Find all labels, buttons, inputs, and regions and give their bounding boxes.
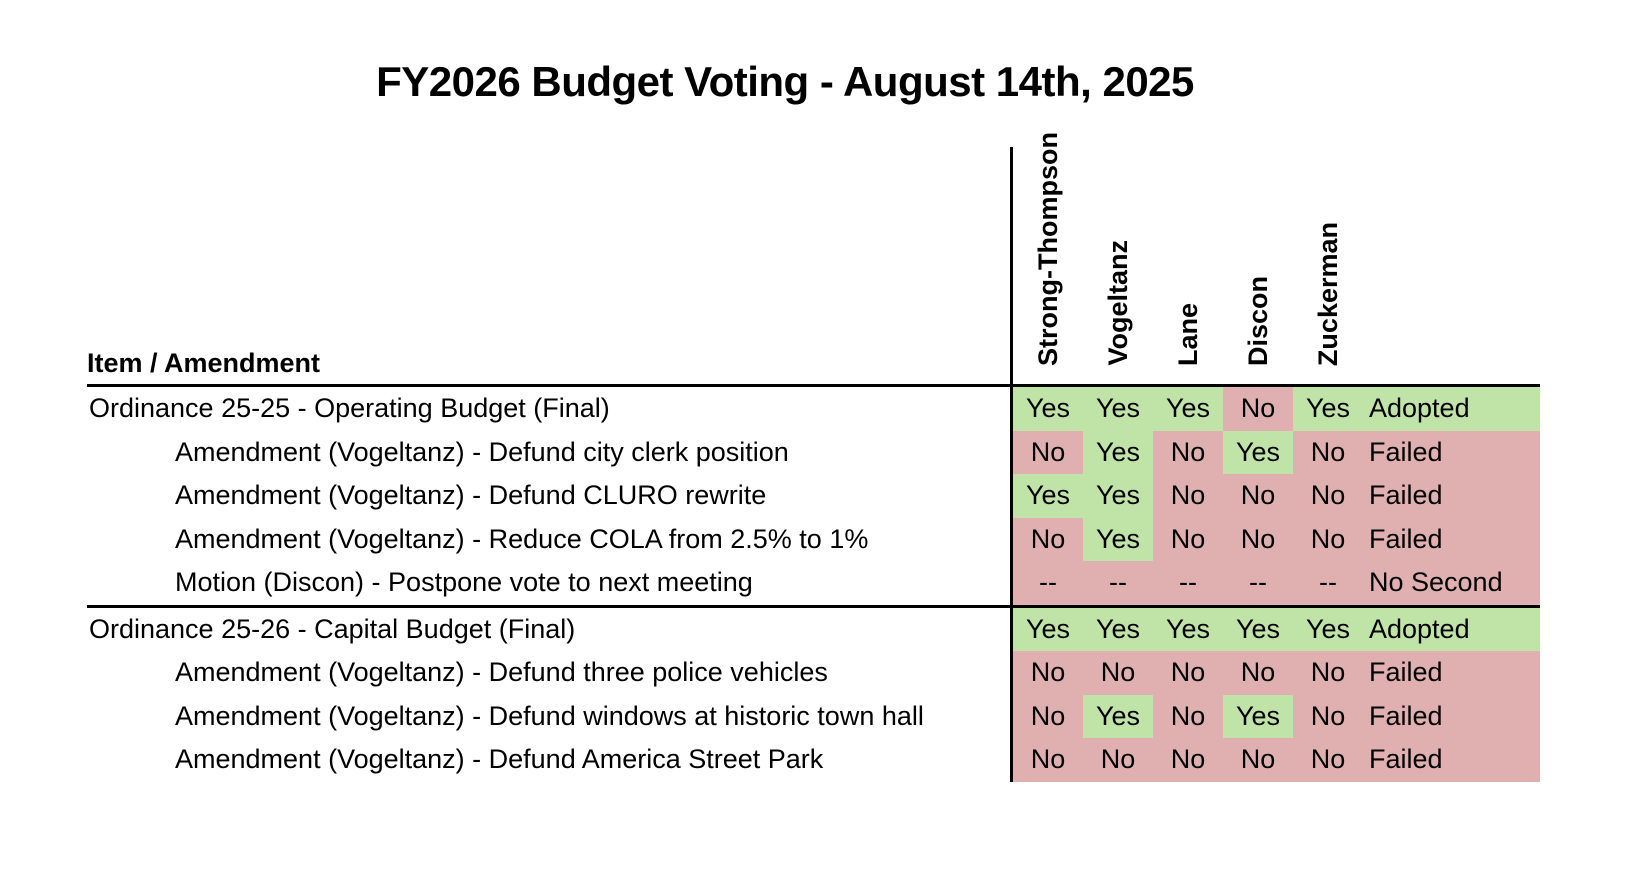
vote-cell: Yes [1083, 474, 1153, 518]
item-label: Motion (Discon) - Postpone vote to next … [175, 567, 753, 598]
table-row: Amendment (Vogeltanz) - Defund three pol… [87, 651, 1540, 695]
result-cell: Adopted [1369, 393, 1470, 424]
vote-cell: No [1013, 430, 1083, 474]
item-label: Amendment (Vogeltanz) - Defund windows a… [175, 700, 924, 731]
vote-cell: -- [1039, 567, 1057, 598]
table-row: Amendment (Vogeltanz) - Reduce COLA from… [87, 517, 1540, 561]
vote-cell: No [1153, 430, 1223, 474]
vote-cell: No [1293, 430, 1363, 474]
table-row: Amendment (Vogeltanz) - Defund city cler… [87, 430, 1540, 474]
result-cell: Failed [1369, 744, 1443, 775]
table-row: Amendment (Vogeltanz) - Defund windows a… [87, 694, 1540, 738]
vote-cell: Yes [1223, 694, 1293, 738]
item-label: Ordinance 25-26 - Capital Budget (Final) [89, 613, 576, 644]
vote-cell: Yes [1153, 387, 1223, 431]
result-cell: Failed [1369, 700, 1443, 731]
vote-cell: No [1293, 694, 1363, 738]
vote-cell: Yes [1223, 430, 1293, 474]
result-cell: Adopted [1369, 613, 1470, 644]
result-cell: Failed [1369, 657, 1443, 688]
vote-cell: Yes [1083, 607, 1153, 651]
item-label: Amendment (Vogeltanz) - Defund city cler… [175, 436, 789, 467]
vote-cell: -- [1109, 567, 1127, 598]
voter-name-header: Zuckerman [1312, 221, 1343, 366]
vote-cell: Yes [1083, 694, 1153, 738]
voter-name-header: Lane [1172, 302, 1203, 366]
vote-cell: No [1223, 474, 1293, 518]
voter-name-header: Vogeltanz [1102, 240, 1133, 366]
votes-row-band: -- -- -- -- -- No Second [1010, 561, 1540, 605]
vote-cell: No [1223, 387, 1293, 431]
vote-cell: No [1293, 738, 1363, 782]
vote-cell: No [1223, 738, 1293, 782]
vote-cell: Yes [1013, 387, 1083, 431]
table-row: Amendment (Vogeltanz) - Defund America S… [87, 738, 1540, 782]
chart-title: FY2026 Budget Voting - August 14th, 2025 [376, 58, 1194, 105]
vote-cell: No [1223, 651, 1293, 695]
table-body: Ordinance 25-25 - Operating Budget (Fina… [87, 387, 1540, 782]
result-cell: Failed [1369, 480, 1443, 511]
item-label: Amendment (Vogeltanz) - Defund three pol… [175, 657, 828, 688]
votes-row-band: No Yes No Yes No Failed [1010, 694, 1540, 738]
vote-cell: No [1013, 694, 1083, 738]
vote-cell: No [1153, 651, 1223, 695]
voter-header-column: Discon [1223, 147, 1293, 384]
vote-cell: No [1153, 738, 1223, 782]
table-row: Motion (Discon) - Postpone vote to next … [87, 561, 1540, 605]
voter-name-header: Strong-Thompson [1032, 132, 1063, 366]
result-cell: No Second [1369, 567, 1503, 598]
result-cell: Failed [1369, 523, 1443, 554]
vote-cell: No [1013, 738, 1083, 782]
vote-cell: No [1293, 474, 1363, 518]
voter-name-header: Discon [1242, 275, 1273, 366]
item-amendment-header: Item / Amendment [87, 348, 321, 378]
vote-cell: Yes [1223, 607, 1293, 651]
vote-cell: Yes [1083, 517, 1153, 561]
voting-table: Item / Amendment Strong-Thompson Vogelta… [87, 132, 1540, 782]
table-row: Amendment (Vogeltanz) - Defund CLURO rew… [87, 474, 1540, 518]
vote-cell: No [1153, 474, 1223, 518]
table-row: Ordinance 25-25 - Operating Budget (Fina… [87, 387, 1540, 431]
vote-cell: -- [1319, 567, 1337, 598]
vote-cell: No [1293, 517, 1363, 561]
votes-row-band: No No No No No Failed [1010, 738, 1540, 782]
item-label: Ordinance 25-25 - Operating Budget (Fina… [89, 393, 610, 424]
vote-cell: -- [1179, 567, 1197, 598]
table-row: Ordinance 25-26 - Capital Budget (Final)… [87, 604, 1540, 651]
voter-header-column: Lane [1153, 147, 1223, 384]
votes-row-band: Yes Yes Yes Yes Yes Adopted [1010, 607, 1540, 651]
item-label: Amendment (Vogeltanz) - Defund CLURO rew… [175, 480, 767, 511]
vote-cell: No [1223, 517, 1293, 561]
vote-cell: No [1083, 738, 1153, 782]
votes-row-band: Yes Yes No No No Failed [1010, 474, 1540, 518]
vote-cell: No [1013, 651, 1083, 695]
votes-row-band: No Yes No No No Failed [1010, 517, 1540, 561]
vote-cell: Yes [1293, 607, 1363, 651]
vote-cell: No [1153, 517, 1223, 561]
vote-cell: Yes [1083, 387, 1153, 431]
table-header-row: Item / Amendment Strong-Thompson Vogelta… [87, 132, 1540, 387]
votes-row-band: No Yes No Yes No Failed [1010, 430, 1540, 474]
vote-cell: No [1153, 694, 1223, 738]
item-label: Amendment (Vogeltanz) - Reduce COLA from… [175, 523, 869, 554]
votes-row-band: No No No No No Failed [1010, 651, 1540, 695]
vote-cell: No [1293, 651, 1363, 695]
voter-header-column: Vogeltanz [1083, 147, 1153, 384]
vote-cell: Yes [1293, 387, 1363, 431]
vote-cell: Yes [1153, 607, 1223, 651]
vote-cell: Yes [1013, 607, 1083, 651]
votes-row-band: Yes Yes Yes No Yes Adopted [1010, 387, 1540, 431]
vote-cell: No [1083, 651, 1153, 695]
result-cell: Failed [1369, 436, 1443, 467]
voter-headers: Strong-Thompson Vogeltanz Lane Discon Zu… [1010, 132, 1540, 384]
voter-header-column: Zuckerman [1293, 147, 1363, 384]
item-label: Amendment (Vogeltanz) - Defund America S… [175, 744, 824, 775]
vote-cell: Yes [1083, 430, 1153, 474]
vote-cell: No [1013, 517, 1083, 561]
voter-header-column: Strong-Thompson [1013, 132, 1083, 384]
vote-cell: -- [1249, 567, 1267, 598]
vote-cell: Yes [1013, 474, 1083, 518]
